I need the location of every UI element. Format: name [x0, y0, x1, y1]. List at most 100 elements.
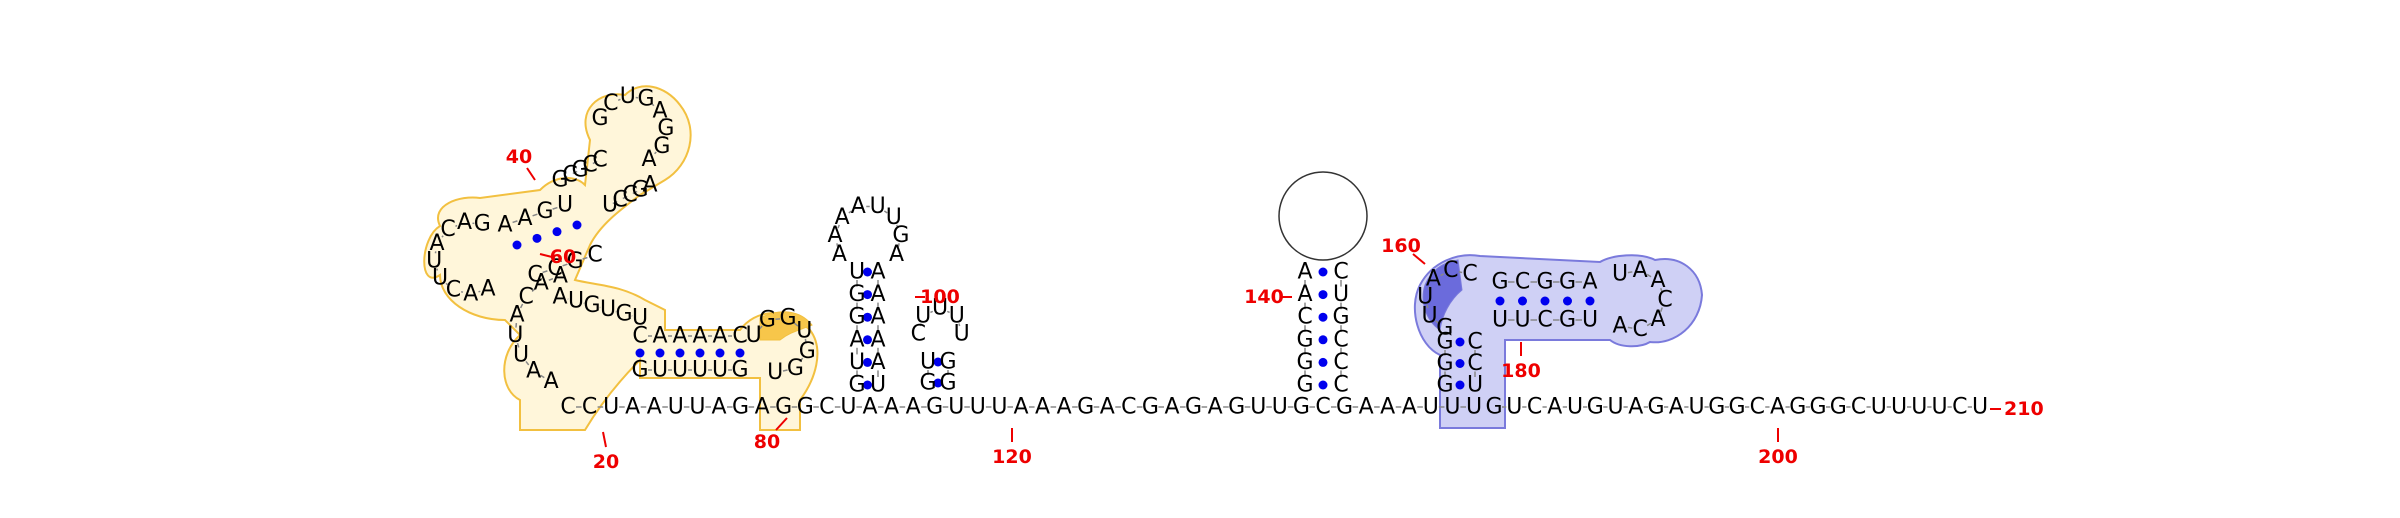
backbone-segment	[1427, 286, 1431, 290]
stem-nucleotide: C	[1467, 330, 1482, 355]
stem-nucleotide: G	[939, 371, 956, 396]
base-pair-dot	[933, 378, 943, 388]
tail-nucleotide: C	[1952, 395, 1967, 420]
stem-nucleotide: G	[939, 350, 956, 375]
stem-nucleotide: G	[1559, 270, 1576, 295]
baseline-nucleotide: A	[711, 395, 726, 420]
backbone-segment	[617, 98, 621, 102]
base-pair-dot	[863, 267, 872, 277]
baseline-nucleotide: A	[1100, 395, 1115, 420]
baseline-nucleotide: U	[1250, 395, 1266, 420]
loop-nucleotide: A	[1426, 267, 1441, 292]
baseline-nucleotide: G	[1142, 395, 1159, 420]
base-pair-dot	[695, 348, 705, 358]
tail-nucleotide: U	[1891, 395, 1907, 420]
tail-nucleotide: U	[1931, 395, 1947, 420]
backbone-segment	[1458, 271, 1463, 274]
base-pair-dot	[863, 312, 872, 322]
loop-nucleotide: A	[641, 147, 656, 172]
backbone-segment	[848, 210, 853, 214]
loop-nucleotide: U	[632, 306, 648, 331]
base-pair-dot	[1318, 312, 1328, 322]
backbone-segment	[552, 206, 558, 210]
baseline-nucleotide: U	[970, 395, 986, 420]
stem-nucleotide: C	[587, 243, 602, 268]
position-label-60: 60	[550, 246, 576, 268]
loop-nucleotide: C	[518, 284, 533, 309]
position-label-200: 200	[1758, 446, 1798, 468]
backbone-segment	[516, 342, 520, 348]
backbone-segment	[1627, 326, 1633, 329]
stem-nucleotide: G	[1559, 308, 1576, 333]
loop-nucleotide: G	[583, 293, 600, 318]
backbone-segment	[519, 303, 524, 309]
stem-nucleotide: C	[622, 183, 637, 208]
stem-nucleotide: U	[672, 358, 688, 383]
position-tick	[602, 431, 607, 448]
backbone-segment	[562, 263, 568, 267]
backbone-segment	[897, 243, 900, 247]
stem-nucleotide: A	[1297, 282, 1312, 307]
loop-nucleotide: U	[1422, 303, 1438, 328]
backbone-segment	[1440, 273, 1445, 277]
base-pair-dot	[1318, 335, 1328, 345]
tail-nucleotide: A	[1628, 395, 1643, 420]
stem-nucleotide: C	[582, 153, 597, 178]
stem-nucleotide: A	[870, 282, 885, 307]
stem-nucleotide: C	[1297, 305, 1312, 330]
loop-nucleotide: A	[1650, 268, 1665, 293]
loop-nucleotide: U	[432, 266, 448, 291]
base-pair-dot	[863, 380, 872, 390]
loop-nucleotide: A	[553, 263, 568, 288]
base-pair-dot	[1495, 296, 1505, 306]
tail-nucleotide: G	[1647, 395, 1664, 420]
backbone-segment	[919, 323, 922, 327]
stem-nucleotide: C	[1537, 308, 1552, 333]
loop-nucleotide: A	[1612, 313, 1627, 338]
loop-nucleotide: C	[440, 217, 455, 242]
loop-nucleotide: A	[480, 277, 495, 302]
loop-nucleotide: U	[1612, 262, 1628, 287]
backbone-segment	[542, 270, 548, 274]
stem-nucleotide: A	[652, 324, 667, 349]
baseline-nucleotide: G	[1185, 395, 1202, 420]
stem-nucleotide: G	[631, 178, 648, 203]
position-label-120: 120	[992, 446, 1032, 468]
loop-nucleotide: C	[1462, 262, 1477, 287]
baseline-nucleotide: A	[906, 395, 921, 420]
stem-nucleotide: U	[1514, 308, 1530, 333]
stem-nucleotide: U	[1492, 308, 1508, 333]
yellow-highlight-region	[423, 85, 819, 431]
backbone-segment	[1435, 320, 1439, 324]
stem-nucleotide: U	[1467, 373, 1483, 398]
baseline-nucleotide: A	[755, 395, 770, 420]
baseline-nucleotide: U	[1272, 395, 1288, 420]
yellow-accent-loop	[759, 311, 813, 341]
tail-nucleotide: U	[1688, 395, 1704, 420]
position-label-40: 40	[506, 146, 532, 168]
base-pair-dot	[863, 290, 872, 300]
backbone-segment	[622, 195, 628, 200]
stem-nucleotide: G	[919, 371, 936, 396]
backbone-segment	[1627, 271, 1633, 274]
backbone-segment	[512, 220, 518, 224]
stem-nucleotide: G	[848, 305, 865, 330]
baseline-nucleotide: G	[1336, 395, 1353, 420]
baseline-nucleotide: A	[1035, 395, 1050, 420]
baseline-nucleotide: G	[775, 395, 792, 420]
baseline-nucleotide: C	[560, 395, 575, 420]
backbone-segment	[642, 185, 648, 190]
loop-nucleotide: G	[759, 307, 776, 332]
loop-nucleotide: U	[600, 297, 616, 322]
loop-nucleotide: G	[799, 339, 816, 364]
backbone-segment	[525, 360, 530, 366]
tail-nucleotide: A	[1770, 395, 1785, 420]
backbone-segment	[896, 224, 899, 229]
backbone-segment	[478, 290, 481, 293]
baseline-nucleotide: U	[668, 395, 684, 420]
stem-nucleotide: U	[602, 193, 618, 218]
stem-nucleotide: A	[517, 206, 532, 231]
apical-loop-circle	[1278, 171, 1368, 261]
